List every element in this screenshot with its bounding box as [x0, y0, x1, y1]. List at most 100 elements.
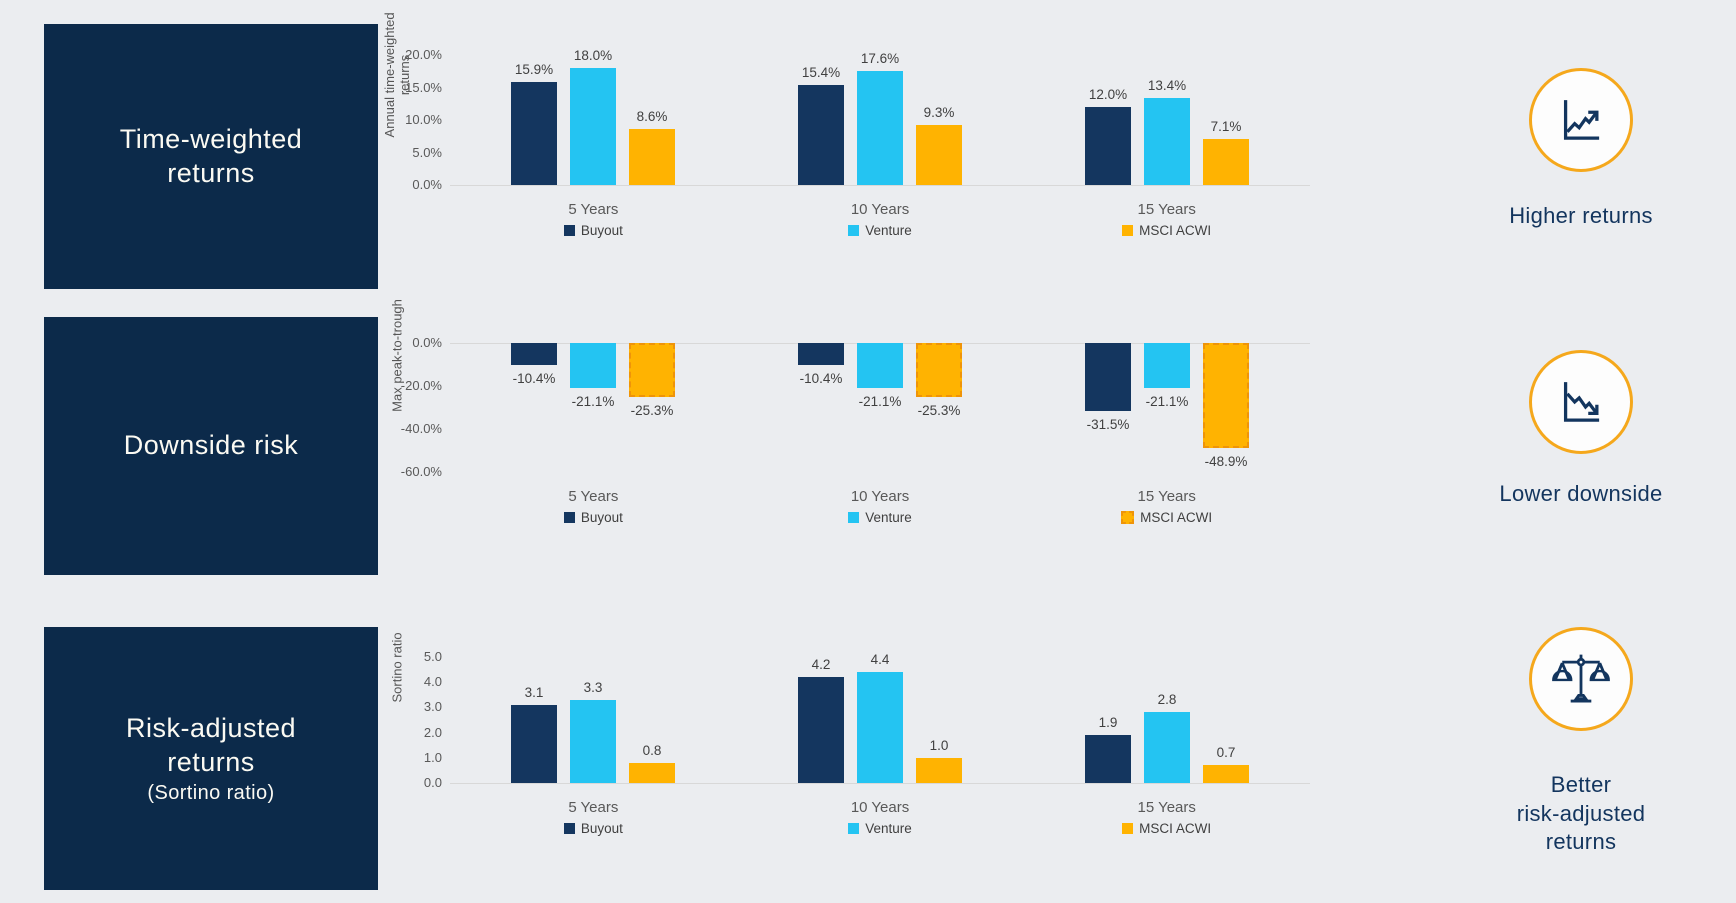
x-axis-labels: 5 Years 10 Years 15 Years [450, 799, 1310, 816]
x-category-label: 15 Years [1137, 799, 1196, 816]
y-tick-label: -60.0% [400, 464, 442, 479]
row-title: Time-weighted returns [119, 123, 303, 188]
bar-value-label: 1.0 [929, 737, 949, 753]
benefit-label: Better risk-adjusted returns [1516, 772, 1646, 855]
legend-marker [1122, 225, 1134, 236]
row-title: Risk-adjusted returns [125, 713, 297, 777]
legend-marker [848, 225, 860, 236]
x-category-label: 15 Years [1137, 488, 1196, 505]
bar-venture [857, 343, 903, 389]
chart-legend: Buyout Venture MSCI ACWI [450, 510, 1310, 525]
bar-msci-acwi [1203, 138, 1249, 185]
balance-scales-icon [1529, 627, 1633, 731]
legend-marker [563, 512, 575, 523]
y-tick-label: 15.0% [405, 79, 442, 95]
x-category-label: 5 Years [568, 488, 619, 505]
legend-marker [563, 225, 575, 236]
bar-value-label: 15.4% [801, 64, 841, 80]
bar-msci-acwi [629, 343, 675, 398]
bar-buyout [798, 343, 844, 366]
bar-venture [857, 672, 903, 783]
legend-label: Buyout [580, 821, 623, 836]
benefit-column: Better risk-adjusted returns [1442, 627, 1720, 857]
line-chart-down-icon [1529, 350, 1633, 454]
legend-label: Venture [865, 223, 912, 238]
row-subtitle: (Sortino ratio) [147, 781, 275, 804]
y-tick-label: 5.0 [423, 649, 442, 664]
bar-msci-acwi [916, 343, 962, 398]
legend-marker [563, 823, 575, 834]
legend-marker [848, 823, 860, 834]
chart-legend: Buyout Venture MSCI ACWI [450, 821, 1310, 836]
legend-marker [848, 512, 860, 523]
y-tick-label: 0.0% [412, 335, 442, 350]
bar-buyout [511, 343, 557, 366]
bar-value-label: 1.9 [1098, 715, 1118, 731]
bar-value-label: 7.1% [1210, 118, 1242, 134]
x-category-label: 5 Years [568, 799, 619, 816]
bar-value-label: 0.7 [1216, 745, 1236, 761]
bar-msci-acwi [916, 757, 962, 783]
bar-value-label: 4.2 [811, 657, 831, 673]
legend-item-buyout: Buyout [450, 510, 737, 525]
bar-value-label: 4.4 [870, 652, 890, 668]
y-tick-label: 4.0 [423, 674, 442, 690]
bar-venture [1144, 97, 1190, 185]
bar-msci-acwi [629, 129, 675, 185]
time-weighted-returns-chart: Annual time-weighted returns 20.0% 15.0% 10… [380, 12, 1420, 289]
bar-value-label: 12.0% [1088, 87, 1128, 102]
bar-buyout [1085, 343, 1131, 411]
bar-value-label: -25.3% [917, 403, 961, 419]
legend-label: Venture [865, 510, 912, 525]
bar-msci-acwi [1203, 765, 1249, 783]
row-downside-risk: Downside risk Max peak-to-trough 0.0% -20.… [0, 299, 1736, 575]
bar-value-label: 18.0% [573, 48, 613, 63]
bar-value-label: -48.9% [1204, 454, 1248, 470]
legend-label: Buyout [580, 223, 623, 238]
y-tick-label: 0.0% [412, 177, 442, 192]
legend-item-buyout: Buyout [450, 223, 737, 238]
benefit-label: Higher returns [1509, 203, 1653, 228]
row-label-box: Time-weighted returns [44, 24, 378, 289]
row-risk-adjusted-returns: Risk-adjusted returns (Sortino ratio) So… [0, 627, 1736, 890]
bar-venture [1144, 343, 1190, 389]
bar-value-label: 0.8 [642, 742, 662, 758]
chart-legend: Buyout Venture MSCI ACWI [450, 223, 1310, 238]
bar-venture [1144, 712, 1190, 783]
bar-buyout [1085, 735, 1131, 783]
legend-marker [1122, 823, 1134, 834]
bar-buyout [1085, 107, 1131, 185]
sortino-ratio-chart: Sortino ratio 5.0 4.0 3.0 2.0 1.0 0.0 3.1 3.3 0.8… [380, 627, 1420, 890]
bar-value-label: -25.3% [630, 403, 674, 419]
x-category-label: 10 Years [850, 799, 910, 816]
bar-buyout [798, 84, 844, 185]
legend-label: MSCI ACWI [1140, 510, 1213, 525]
legend-item-venture: Venture [737, 223, 1024, 238]
y-tick-label: 20.0% [405, 47, 442, 62]
legend-label: Venture [865, 821, 912, 836]
y-tick-label: 10.0% [405, 112, 442, 127]
row-title: Downside risk [123, 430, 299, 461]
y-tick-label: -20.0% [400, 378, 442, 393]
legend-label: Buyout [580, 510, 623, 525]
y-tick-label: 5.0% [412, 144, 442, 160]
legend-item-venture: Venture [737, 510, 1024, 525]
bar-value-label: 15.9% [514, 61, 554, 77]
bar-venture [857, 70, 903, 185]
legend-label: MSCI ACWI [1139, 223, 1212, 238]
bar-msci-acwi [916, 124, 962, 185]
bar-venture [570, 68, 616, 185]
x-axis-line [450, 185, 1310, 186]
y-axis-title: Max peak-to-trough [389, 298, 405, 412]
bar-value-label: 8.6% [636, 109, 668, 125]
row-label-box: Downside risk [44, 317, 378, 575]
y-tick-label: 3.0 [423, 699, 442, 715]
legend-item-buyout: Buyout [450, 821, 737, 836]
bar-value-label: -21.1% [858, 394, 902, 410]
y-tick-label: 2.0 [423, 724, 442, 740]
downside-risk-chart: Max peak-to-trough 0.0% -20.0% -40.0% -60.0%… [380, 299, 1420, 575]
bar-value-label: -21.1% [1145, 394, 1189, 410]
legend-item-msci-acwi: MSCI ACWI [1023, 223, 1310, 238]
x-axis-labels: 5 Years 10 Years 15 Years [450, 488, 1310, 505]
x-axis-labels: 5 Years 10 Years 15 Years [450, 201, 1310, 218]
